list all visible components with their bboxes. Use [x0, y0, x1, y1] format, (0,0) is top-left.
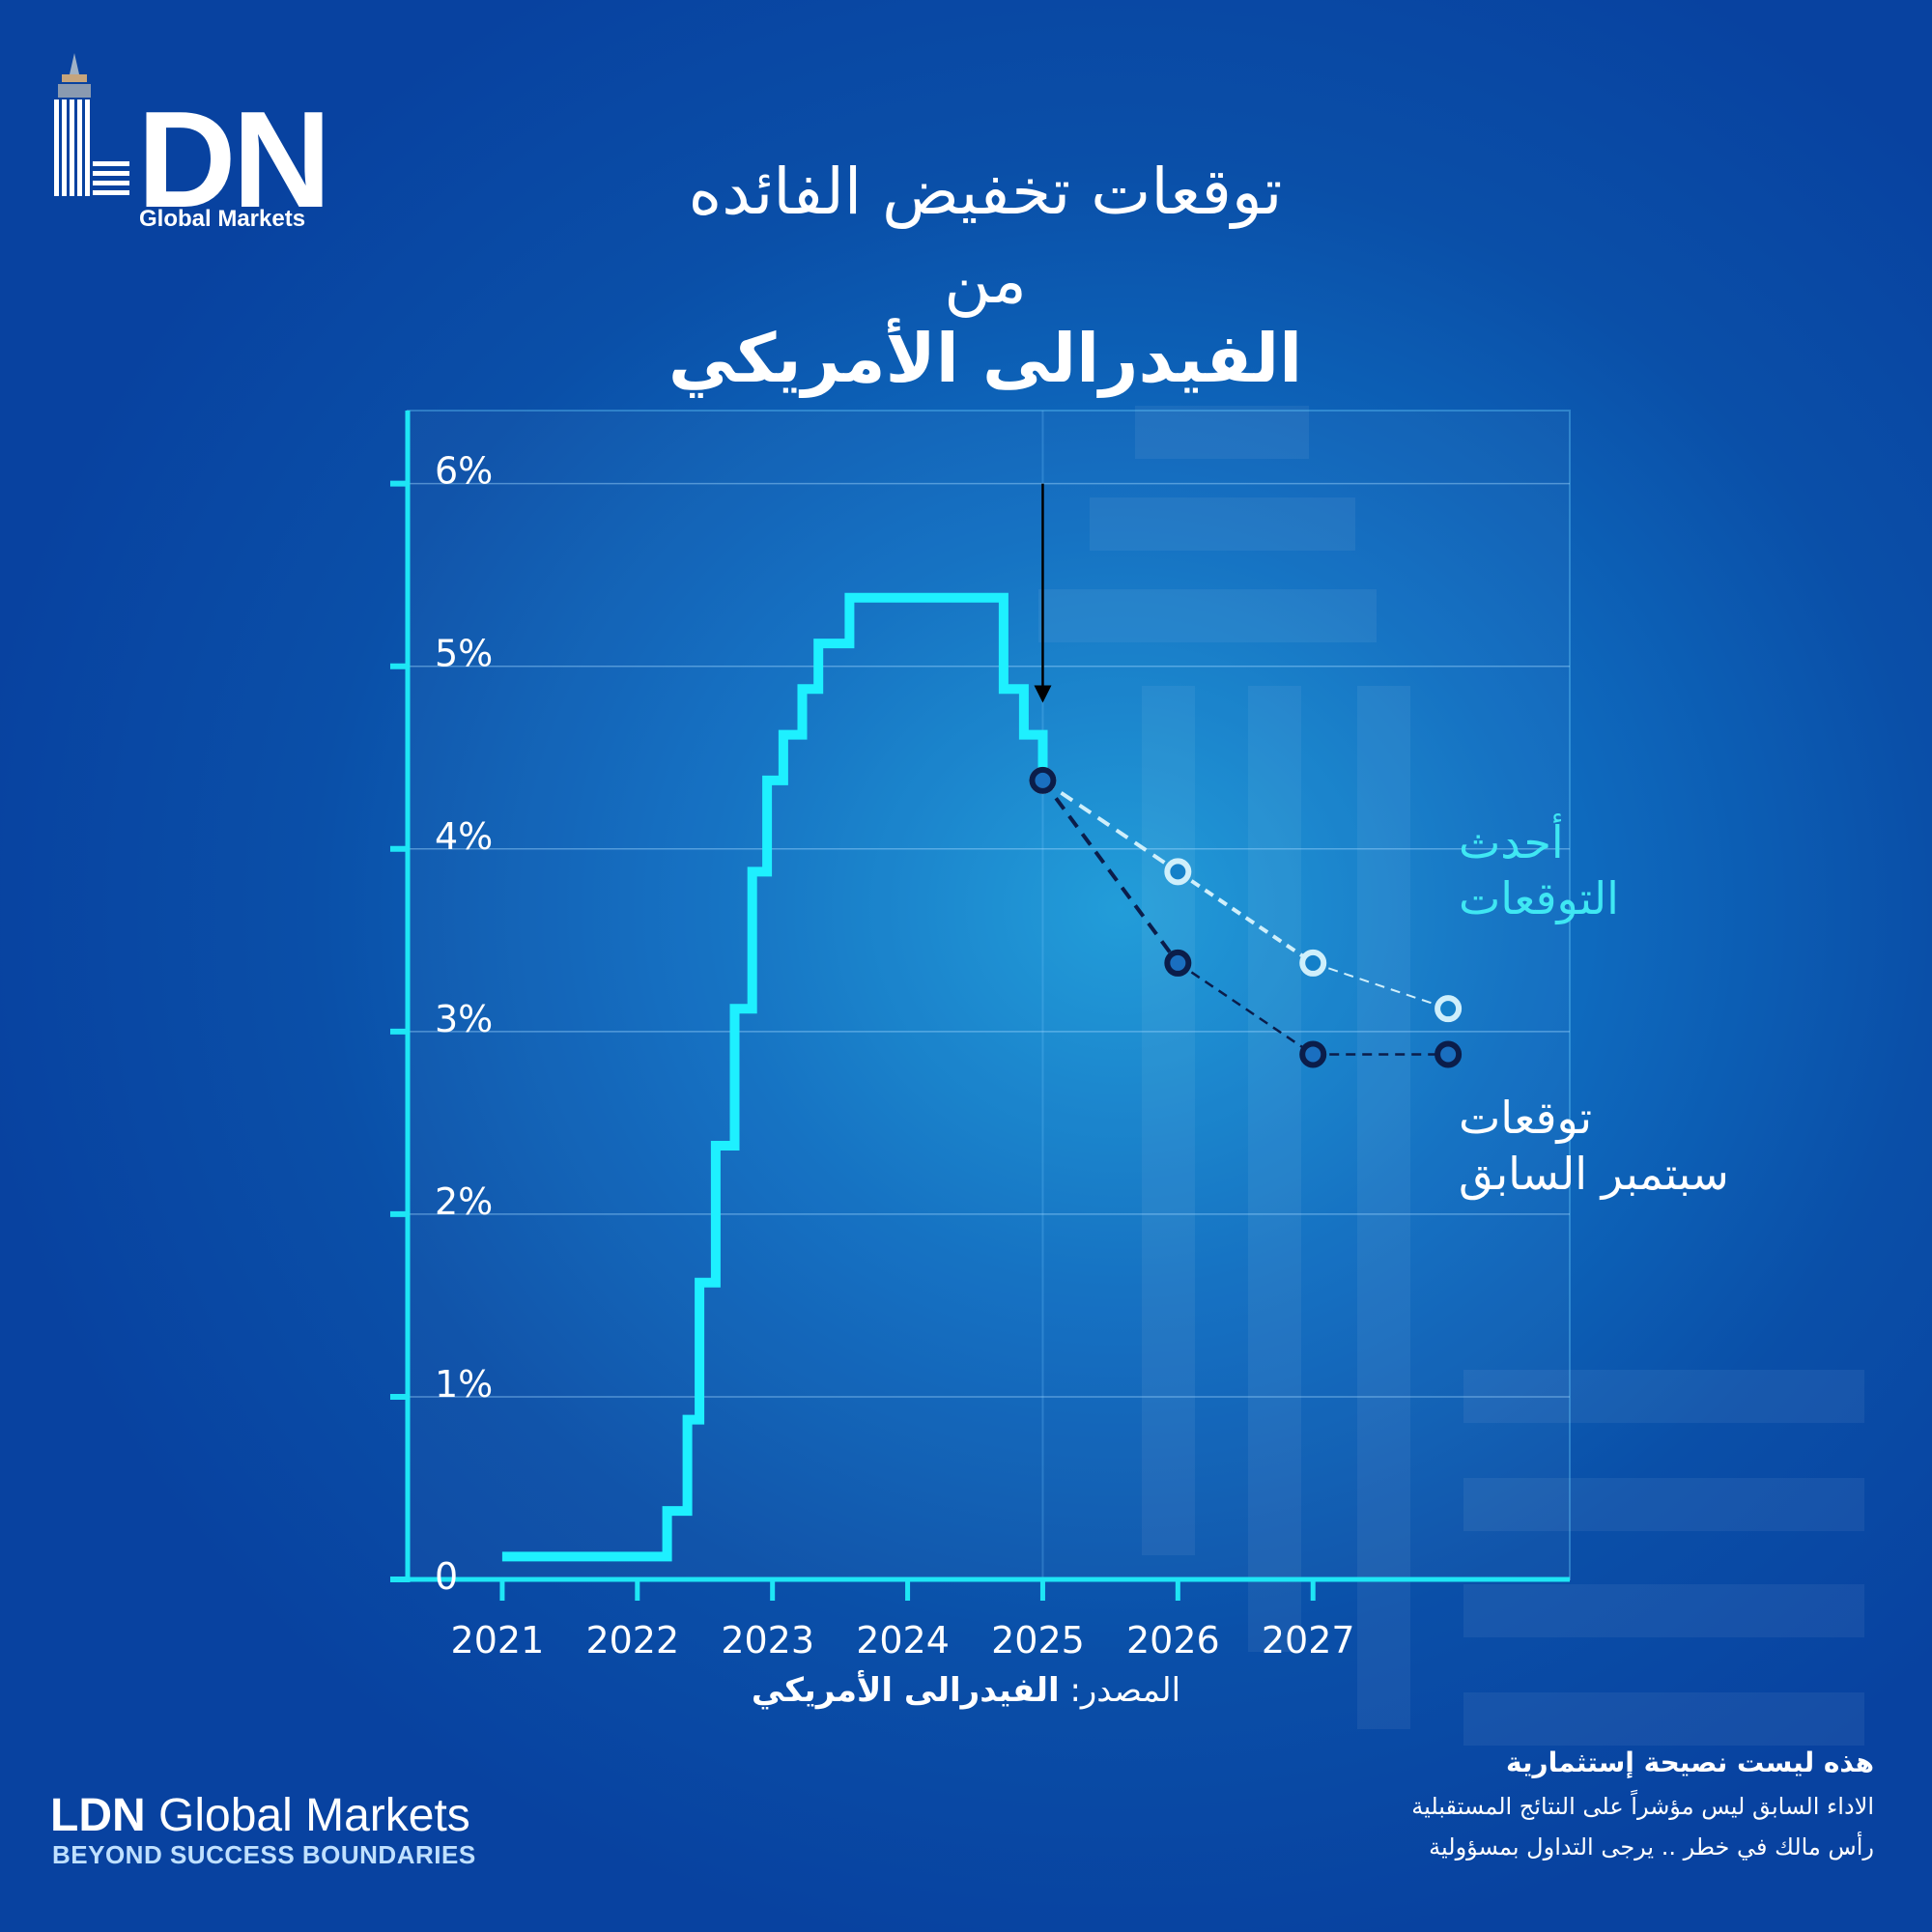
brand-name: LDN Global Markets [50, 1789, 470, 1842]
x-tick-label: 2023 [721, 1619, 814, 1662]
legend-previous-label: توقعات [1459, 1092, 1592, 1145]
logo: DN Global Markets [50, 53, 340, 237]
source-label: المصدر: [1069, 1671, 1181, 1710]
latest-segment [1312, 961, 1449, 1010]
latest-segment [1177, 869, 1315, 965]
title-line-2: من [944, 243, 1027, 318]
y-tick-label: 0 [435, 1555, 458, 1598]
bg-bar [1463, 1692, 1864, 1746]
brand-name-bold: LDN [50, 1790, 146, 1841]
latest-point [1164, 858, 1192, 886]
latest-point [1435, 995, 1463, 1023]
bg-bar [1090, 497, 1355, 551]
logo-mark: DN [137, 83, 331, 237]
annotation-arrow-head [1034, 685, 1052, 703]
brand-name-rest: Global Markets [145, 1790, 470, 1841]
legend-latest-label: أحدث [1459, 813, 1564, 868]
previous-point [1435, 1040, 1463, 1068]
y-tick-label: 3% [435, 998, 493, 1040]
y-tick-label: 2% [435, 1180, 493, 1223]
y-tick-label: 5% [435, 633, 493, 675]
x-tick-label: 2021 [451, 1619, 545, 1662]
title-line-1: توقعات تخفيض الفائده [688, 155, 1283, 229]
title-line-3: الفيدرالى الأمريكي [668, 319, 1303, 398]
disclaimer-line-1: هذه ليست نصيحة إستثمارية [1505, 1747, 1874, 1778]
bg-bar [1135, 406, 1309, 459]
bg-column [1248, 686, 1301, 1652]
latest-point [1299, 949, 1327, 977]
source-note: المصدر: الفيدرالى الأمريكي [676, 1671, 1256, 1710]
legend-previous-label: سبتمبر السابق [1459, 1148, 1729, 1201]
history-step-line [501, 592, 1048, 1562]
disclaimer-line-2: الاداء السابق ليس مؤشراً على النتائج الم… [1411, 1793, 1874, 1820]
legend-latest-label: التوقعات [1459, 872, 1619, 925]
x-tick-label: 2022 [585, 1619, 679, 1662]
x-tick-label: 2025 [991, 1619, 1085, 1662]
y-tick-label: 6% [435, 450, 493, 493]
brand-tagline: BEYOND SUCCESS BOUNDARIES [52, 1840, 476, 1869]
bg-bar [1463, 1370, 1864, 1423]
bg-bar [1463, 1584, 1864, 1637]
disclaimer-line-3: رأس مالك في خطر .. يرجى التداول بمسؤولية [1429, 1833, 1874, 1861]
source-value: الفيدرالى الأمريكي [751, 1671, 1060, 1710]
y-tick-label: 1% [435, 1363, 493, 1406]
previous-point [1299, 1040, 1327, 1068]
bg-column [1142, 686, 1195, 1555]
x-tick-label: 2026 [1126, 1619, 1220, 1662]
bg-bar [1463, 1478, 1864, 1531]
bg-column [1357, 686, 1410, 1729]
previous-point [1029, 766, 1057, 794]
latest-segment [1041, 779, 1179, 874]
x-tick-label: 2024 [856, 1619, 950, 1662]
plot-area [407, 410, 1571, 1580]
x-tick-label: 2027 [1262, 1619, 1355, 1662]
previous-segment [1040, 779, 1179, 965]
bg-bar [1038, 589, 1377, 642]
y-tick-label: 4% [435, 815, 493, 858]
previous-point [1164, 949, 1192, 977]
logo-subtitle: Global Markets [139, 206, 306, 232]
building-icon [54, 53, 129, 196]
previous-segment [1177, 961, 1314, 1056]
